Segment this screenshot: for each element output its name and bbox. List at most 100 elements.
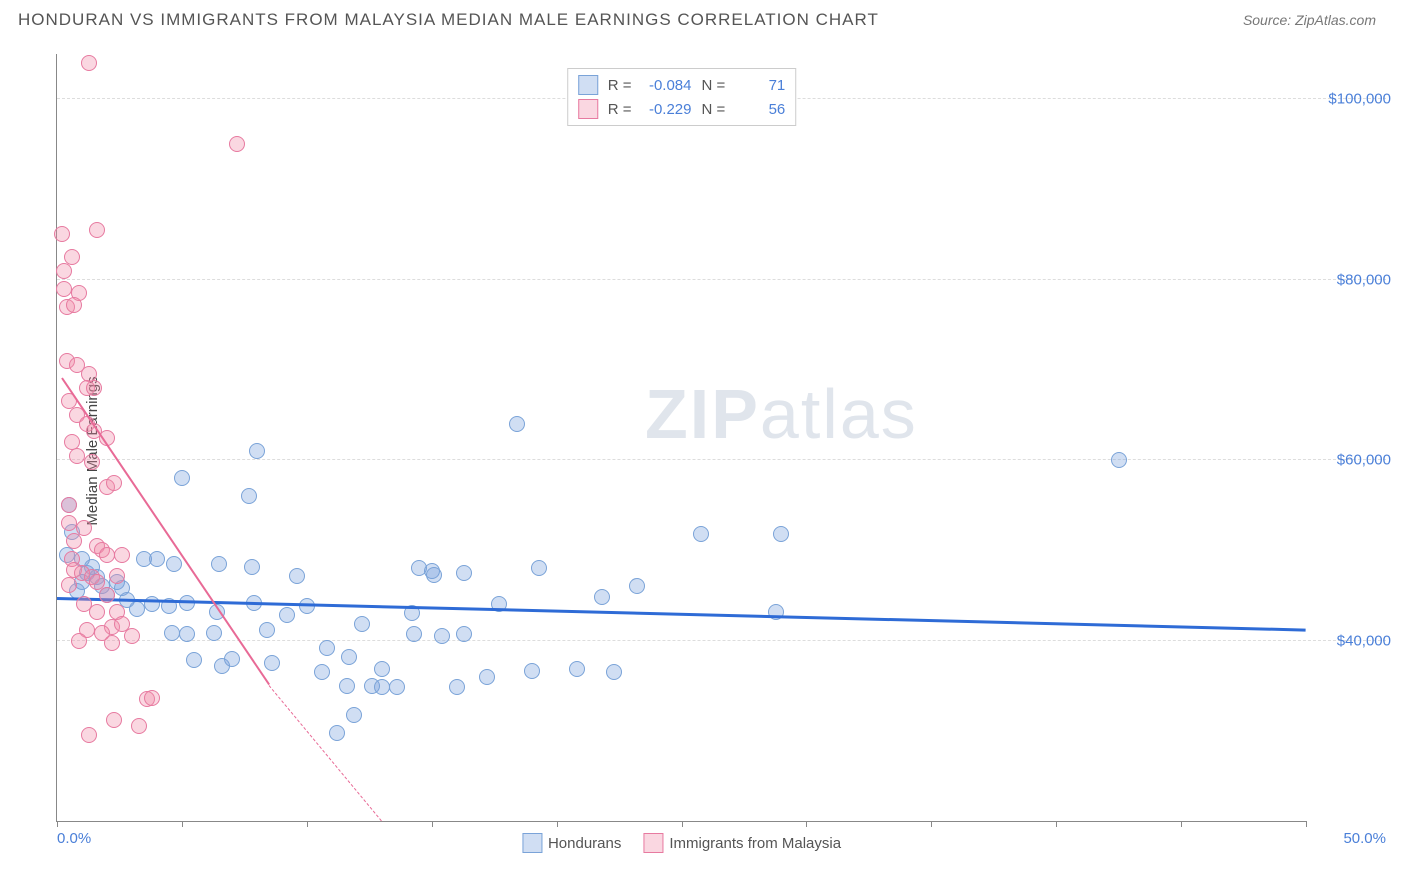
data-point bbox=[329, 725, 345, 741]
data-point bbox=[606, 664, 622, 680]
legend-swatch-icon bbox=[643, 833, 663, 853]
data-point bbox=[174, 470, 190, 486]
data-point bbox=[249, 443, 265, 459]
x-tick bbox=[1306, 821, 1307, 827]
x-axis-min-label: 0.0% bbox=[57, 830, 91, 847]
x-tick bbox=[57, 821, 58, 827]
trend-line bbox=[269, 685, 382, 821]
data-point bbox=[76, 520, 92, 536]
data-point bbox=[61, 515, 77, 531]
data-point bbox=[124, 628, 140, 644]
chart-title: HONDURAN VS IMMIGRANTS FROM MALAYSIA MED… bbox=[18, 10, 879, 30]
data-point bbox=[479, 669, 495, 685]
data-point bbox=[99, 547, 115, 563]
source-attribution: Source: ZipAtlas.com bbox=[1243, 12, 1376, 28]
data-point bbox=[206, 625, 222, 641]
data-point bbox=[279, 607, 295, 623]
data-point bbox=[524, 663, 540, 679]
data-point bbox=[66, 533, 82, 549]
n-value: 71 bbox=[731, 77, 785, 94]
data-point bbox=[374, 661, 390, 677]
y-tick-label: $40,000 bbox=[1337, 632, 1391, 649]
data-point bbox=[314, 664, 330, 680]
watermark: ZIPatlas bbox=[645, 374, 918, 454]
data-point bbox=[69, 448, 85, 464]
data-point bbox=[106, 712, 122, 728]
x-axis-max-label: 50.0% bbox=[1343, 830, 1386, 847]
series-swatch-icon bbox=[578, 75, 598, 95]
data-point bbox=[426, 567, 442, 583]
n-label: N = bbox=[702, 77, 726, 94]
data-point bbox=[61, 497, 77, 513]
y-tick-label: $100,000 bbox=[1328, 91, 1391, 108]
data-point bbox=[244, 559, 260, 575]
data-point bbox=[144, 690, 160, 706]
data-point bbox=[54, 226, 70, 242]
data-point bbox=[164, 625, 180, 641]
legend-swatch-icon bbox=[522, 833, 542, 853]
data-point bbox=[66, 297, 82, 313]
data-point bbox=[149, 551, 165, 567]
data-point bbox=[594, 589, 610, 605]
r-value: -0.084 bbox=[638, 77, 692, 94]
gridline bbox=[57, 459, 1386, 460]
source-prefix: Source: bbox=[1243, 12, 1295, 28]
x-tick bbox=[432, 821, 433, 827]
data-point bbox=[339, 678, 355, 694]
chart-area: Median Male Earnings ZIPatlas R = -0.084… bbox=[18, 40, 1396, 862]
data-point bbox=[89, 222, 105, 238]
data-point bbox=[109, 568, 125, 584]
x-tick bbox=[557, 821, 558, 827]
x-tick bbox=[1181, 821, 1182, 827]
y-tick-label: $80,000 bbox=[1337, 271, 1391, 288]
legend-item: Immigrants from Malaysia bbox=[643, 833, 841, 853]
data-point bbox=[374, 679, 390, 695]
legend-label: Hondurans bbox=[548, 835, 621, 852]
watermark-atlas: atlas bbox=[760, 375, 918, 453]
data-point bbox=[406, 626, 422, 642]
x-tick bbox=[182, 821, 183, 827]
data-point bbox=[264, 655, 280, 671]
r-label: R = bbox=[608, 77, 632, 94]
data-point bbox=[1111, 452, 1127, 468]
gridline bbox=[57, 279, 1386, 280]
x-tick bbox=[307, 821, 308, 827]
data-point bbox=[389, 679, 405, 695]
data-point bbox=[434, 628, 450, 644]
data-point bbox=[241, 488, 257, 504]
data-point bbox=[289, 568, 305, 584]
stats-row: R = -0.229 N = 56 bbox=[578, 97, 786, 121]
legend-label: Immigrants from Malaysia bbox=[669, 835, 841, 852]
data-point bbox=[354, 616, 370, 632]
x-tick bbox=[806, 821, 807, 827]
gridline bbox=[57, 640, 1386, 641]
trend-line bbox=[57, 597, 1306, 632]
n-value: 56 bbox=[731, 101, 785, 118]
data-point bbox=[114, 547, 130, 563]
data-point bbox=[106, 475, 122, 491]
data-point bbox=[186, 652, 202, 668]
data-point bbox=[693, 526, 709, 542]
data-point bbox=[509, 416, 525, 432]
data-point bbox=[71, 633, 87, 649]
data-point bbox=[341, 649, 357, 665]
data-point bbox=[129, 601, 145, 617]
data-point bbox=[81, 727, 97, 743]
source-name: ZipAtlas.com bbox=[1295, 12, 1376, 28]
data-point bbox=[773, 526, 789, 542]
data-point bbox=[346, 707, 362, 723]
data-point bbox=[131, 718, 147, 734]
data-point bbox=[569, 661, 585, 677]
data-point bbox=[99, 587, 115, 603]
data-point bbox=[531, 560, 547, 576]
data-point bbox=[56, 281, 72, 297]
data-point bbox=[456, 626, 472, 642]
chart-header: HONDURAN VS IMMIGRANTS FROM MALAYSIA MED… bbox=[0, 0, 1406, 30]
stats-row: R = -0.084 N = 71 bbox=[578, 73, 786, 97]
data-point bbox=[629, 578, 645, 594]
series-swatch-icon bbox=[578, 99, 598, 119]
x-tick bbox=[682, 821, 683, 827]
x-tick bbox=[1056, 821, 1057, 827]
data-point bbox=[84, 454, 100, 470]
data-point bbox=[61, 577, 77, 593]
